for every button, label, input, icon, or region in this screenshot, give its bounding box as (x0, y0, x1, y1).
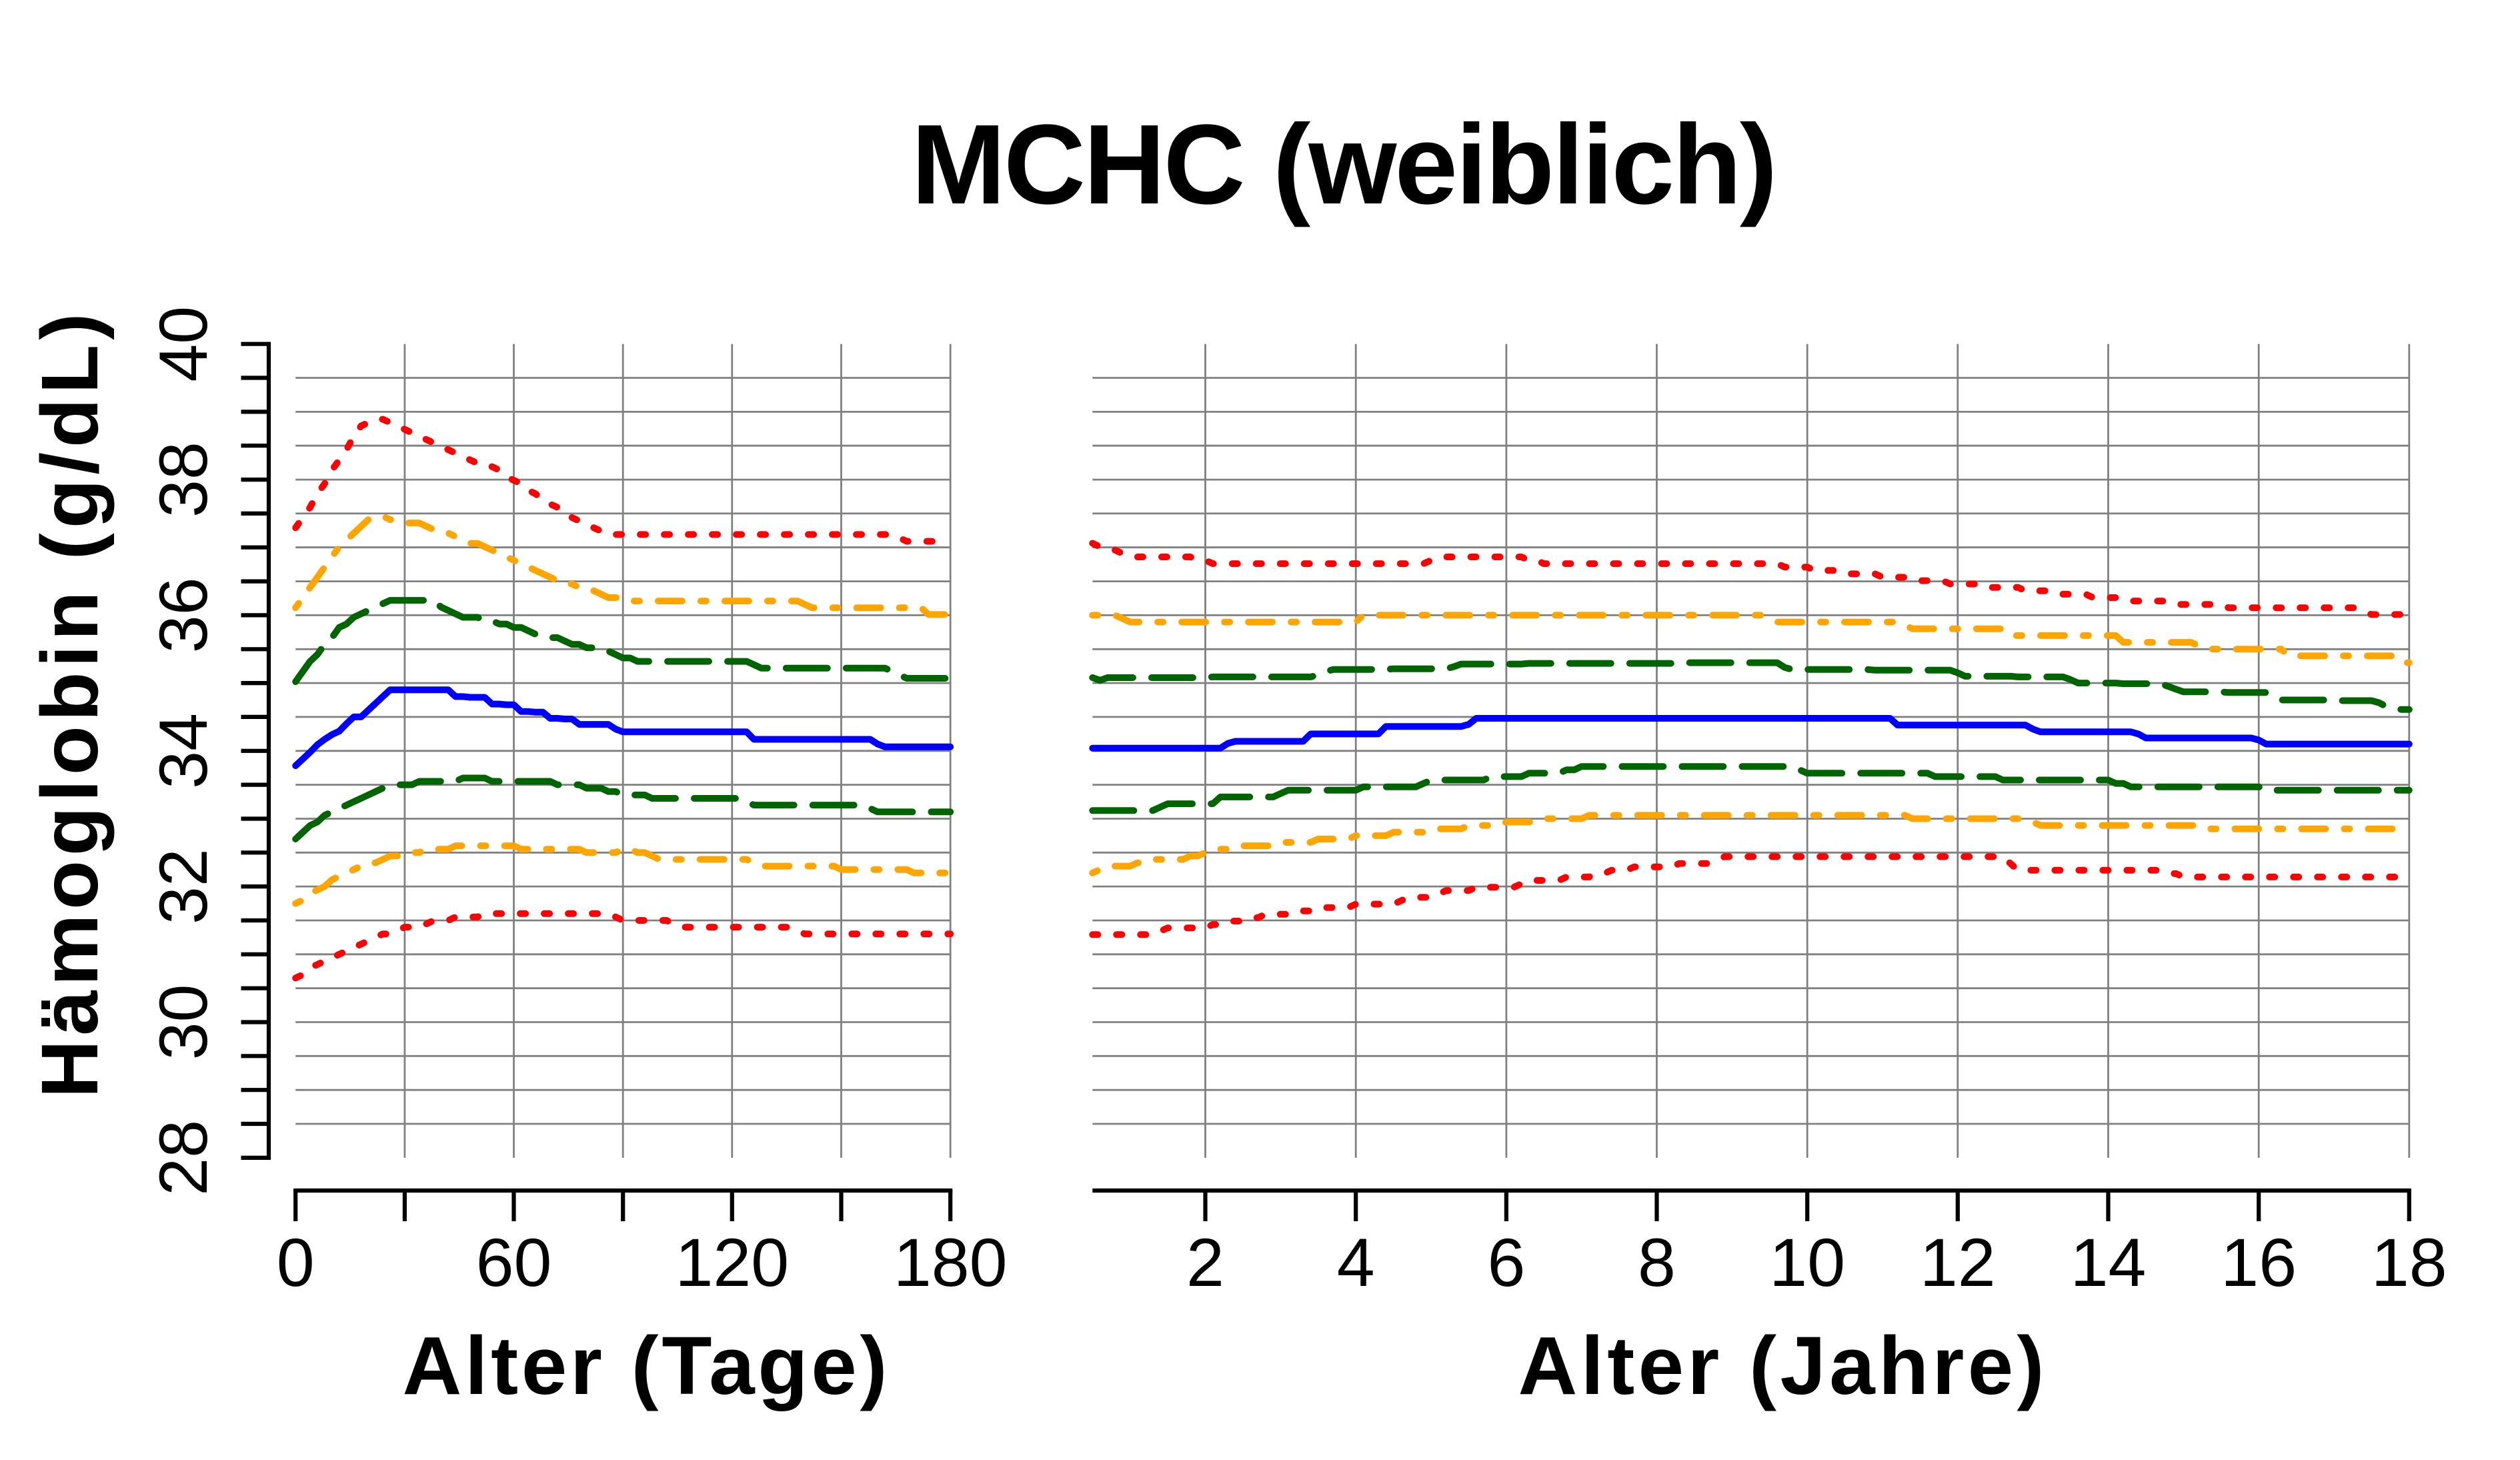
svg-text:Alter (Tage): Alter (Tage) (403, 1321, 888, 1412)
svg-text:0: 0 (277, 1224, 315, 1301)
svg-text:12: 12 (1920, 1224, 1996, 1301)
svg-text:14: 14 (2071, 1224, 2147, 1301)
svg-text:40: 40 (145, 306, 221, 382)
svg-text:MCHC (weiblich): MCHC (weiblich) (912, 101, 1778, 228)
svg-text:120: 120 (675, 1224, 789, 1301)
svg-text:34: 34 (145, 713, 221, 789)
svg-text:4: 4 (1337, 1224, 1375, 1301)
svg-text:38: 38 (145, 442, 221, 518)
svg-text:Hämoglobin (g/dL): Hämoglobin (g/dL) (24, 313, 115, 1099)
svg-text:16: 16 (2221, 1224, 2297, 1301)
svg-text:32: 32 (145, 848, 221, 924)
svg-text:28: 28 (145, 1120, 221, 1196)
svg-text:2: 2 (1186, 1224, 1224, 1301)
svg-text:60: 60 (476, 1224, 552, 1301)
svg-text:30: 30 (145, 984, 221, 1060)
svg-text:10: 10 (1769, 1224, 1845, 1301)
svg-text:8: 8 (1638, 1224, 1676, 1301)
svg-text:6: 6 (1487, 1224, 1525, 1301)
svg-text:36: 36 (145, 578, 221, 654)
svg-text:180: 180 (894, 1224, 1008, 1301)
svg-text:18: 18 (2371, 1224, 2447, 1301)
